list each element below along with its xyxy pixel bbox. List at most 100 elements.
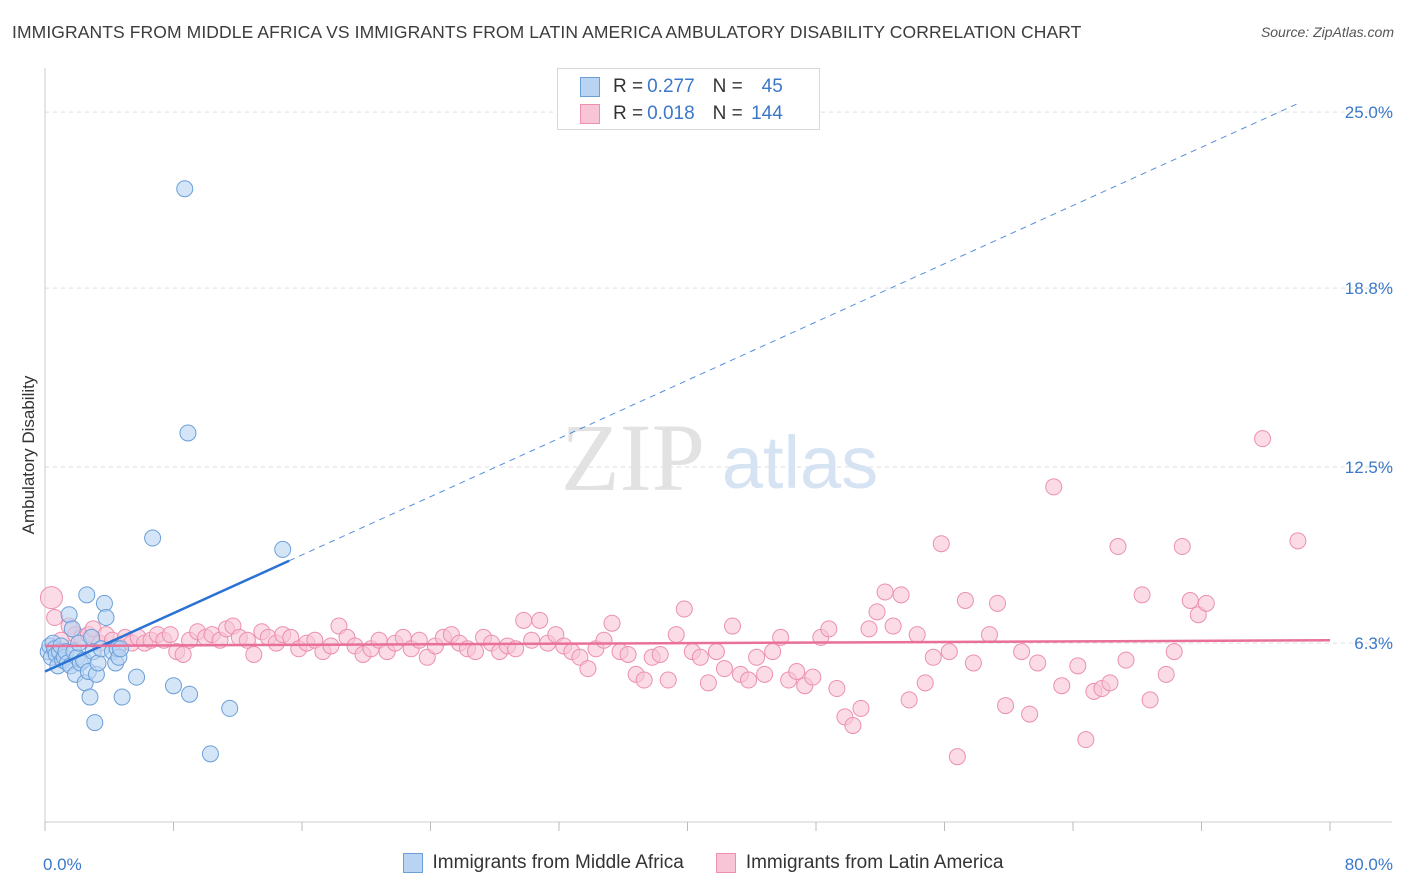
y-tick-label: 12.5% (1345, 458, 1393, 477)
data-point (1181, 592, 1199, 610)
data-point (95, 594, 113, 612)
series-legend: Immigrants from Middle Africa Immigrants… (0, 852, 1406, 874)
trend-lines (44, 103, 1331, 673)
data-point (165, 677, 182, 695)
correlation-legend: R = 0.277 N = 45 R = 0.018 N = 144 (557, 68, 820, 130)
data-point (1197, 594, 1215, 612)
data-point (868, 603, 886, 621)
data-point (89, 654, 107, 672)
data-point (691, 648, 709, 666)
data-point (1069, 657, 1087, 675)
legend-n-label: N = (712, 103, 743, 124)
data-point (97, 609, 115, 627)
data-point (1254, 430, 1272, 448)
data-point (997, 697, 1015, 715)
data-point (39, 586, 63, 610)
data-point (924, 648, 942, 666)
y-tick-label: 25.0% (1345, 103, 1393, 122)
data-point (844, 716, 862, 734)
data-point (1141, 691, 1159, 709)
data-point (1013, 643, 1031, 661)
data-point (1133, 586, 1151, 604)
data-point (410, 631, 428, 649)
data-point (113, 688, 131, 706)
data-point (932, 535, 950, 553)
legend-row-middle-africa: R = 0.277 N = 45 (580, 75, 783, 99)
trend-line-latin-america (44, 639, 1331, 648)
data-point (579, 660, 597, 678)
data-point (675, 600, 693, 618)
data-point (804, 668, 822, 686)
data-point (1045, 478, 1063, 496)
y-tick-label: 6.3% (1354, 634, 1393, 653)
legend-swatch-blue (402, 853, 423, 873)
data-point (989, 594, 1007, 612)
data-point (603, 614, 621, 632)
legend-label: Immigrants from Middle Africa (432, 852, 684, 873)
legend-swatch-pink (580, 104, 600, 124)
watermark-atlas: atlas (722, 421, 878, 504)
data-point (515, 611, 533, 629)
data-point (651, 645, 669, 663)
y-tick-labels: 6.3% 12.5% 18.8% 25.0% (1345, 103, 1393, 653)
axes (44, 68, 1392, 831)
data-point (78, 586, 96, 604)
watermark-zip: ZIP (561, 404, 705, 511)
data-point (144, 529, 162, 547)
data-point (1077, 731, 1095, 749)
grid-lines (45, 111, 1392, 644)
data-point (1053, 677, 1071, 695)
legend-row-latin-america: R = 0.018 N = 144 (580, 102, 783, 126)
legend-swatch-pink (715, 853, 736, 873)
data-point (916, 674, 934, 692)
data-point (828, 680, 846, 698)
legend-r-label: R = (613, 103, 644, 124)
data-point (964, 654, 982, 672)
data-point (884, 617, 902, 635)
data-point (740, 671, 758, 689)
data-point (948, 748, 966, 766)
x-tick-labels: 0.0% 80.0% (43, 855, 1393, 874)
data-point (1117, 651, 1135, 669)
legend-n-value: 144 (751, 103, 783, 124)
data-point (86, 714, 104, 732)
series-middle-africa (39, 180, 292, 763)
data-point (876, 583, 894, 601)
legend-n-value: 45 (761, 76, 783, 97)
data-point (1173, 538, 1191, 556)
data-point (1157, 665, 1175, 683)
data-point (1165, 643, 1183, 661)
data-point (900, 691, 918, 709)
legend-item-latin-america: Immigrants from Latin America (715, 852, 1004, 874)
data-point (619, 645, 637, 663)
data-point (908, 626, 926, 644)
data-point (60, 606, 78, 624)
data-point (174, 645, 192, 663)
data-point (111, 640, 129, 658)
data-point (1029, 654, 1047, 672)
chart-title: IMMIGRANTS FROM MIDDLE AFRICA VS IMMIGRA… (12, 22, 1082, 42)
legend-r-value: 0.018 (647, 103, 695, 124)
legend-r-label: R = (613, 76, 644, 97)
legend-n-label: N = (712, 76, 743, 97)
legend-item-middle-africa: Immigrants from Middle Africa (402, 852, 684, 874)
trend-line-extension (288, 103, 1299, 562)
data-point (63, 620, 81, 638)
data-point (852, 699, 870, 717)
y-tick-label: 18.8% (1345, 279, 1393, 298)
data-point (179, 424, 197, 442)
watermark: ZIP atlas (561, 404, 878, 511)
data-point (788, 662, 806, 680)
data-point (221, 699, 239, 717)
trend-line-middle-africa (44, 559, 290, 673)
data-point (531, 611, 549, 629)
data-point (940, 643, 958, 661)
data-point (756, 665, 774, 683)
data-point (595, 631, 613, 649)
legend-label: Immigrants from Latin America (745, 852, 1004, 873)
legend-r-value: 0.277 (647, 76, 695, 97)
legend-swatch-blue (580, 77, 600, 97)
data-point (659, 671, 677, 689)
data-point (980, 626, 998, 644)
data-point (764, 643, 782, 661)
